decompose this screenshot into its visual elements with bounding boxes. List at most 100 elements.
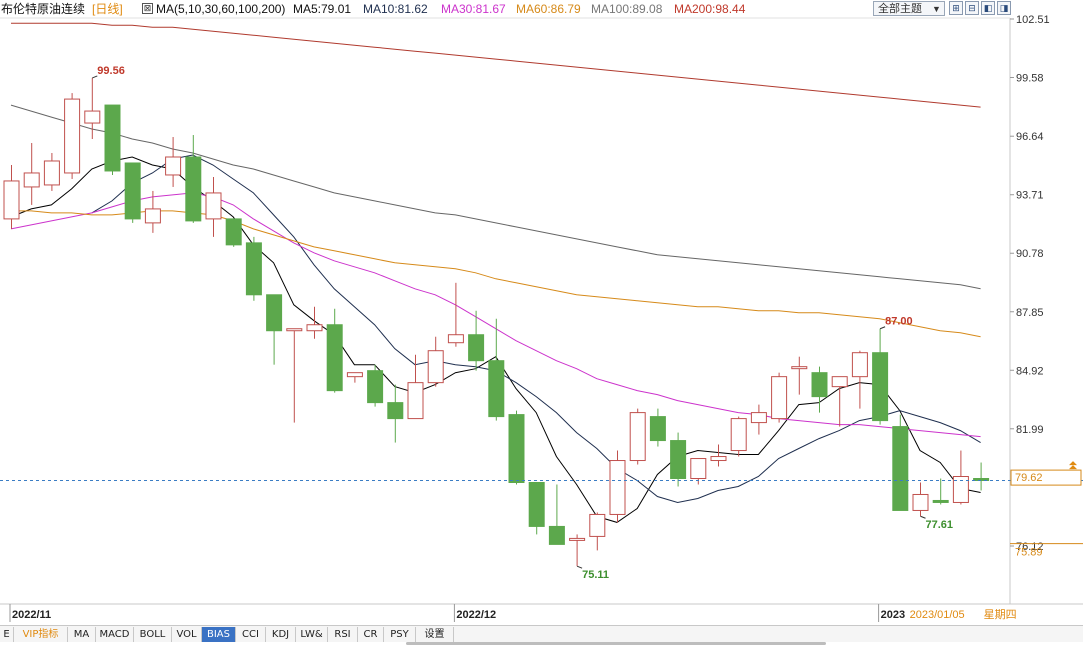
candle — [205, 176, 222, 237]
candle-body — [710, 456, 727, 462]
extreme-label: 87.00 — [885, 316, 913, 328]
zoom-out-icon[interactable]: ⊟ — [965, 1, 979, 15]
tab-13[interactable]: 设置 — [416, 627, 454, 642]
extreme-label: 99.56 — [97, 65, 125, 77]
crosshair-weekday: 星期四 — [984, 608, 1017, 621]
candle — [831, 376, 848, 427]
candle-body — [791, 366, 808, 370]
candle-body — [407, 382, 424, 420]
candle — [387, 384, 404, 443]
next-icon[interactable]: ◨ — [997, 1, 1011, 15]
candle — [326, 308, 343, 393]
candle-body — [144, 208, 161, 224]
prev-icon[interactable]: ◧ — [981, 1, 995, 15]
price-tick-label: 84.92 — [1016, 365, 1044, 377]
candle — [811, 366, 828, 413]
theme-label: 全部主题 — [878, 3, 922, 15]
theme-dropdown-button[interactable]: 全部主题 ▼ — [873, 1, 945, 16]
tab-6[interactable]: BIAS — [202, 627, 236, 642]
candle — [750, 404, 767, 435]
candle — [670, 432, 687, 487]
candle — [609, 450, 626, 523]
candle — [165, 137, 182, 187]
extreme-marker — [92, 75, 98, 79]
tab-0[interactable]: E — [0, 627, 14, 642]
candle-body — [124, 162, 141, 220]
ma100-value: MA100:89.08 — [591, 2, 663, 16]
candle-body — [205, 192, 222, 220]
candle — [468, 310, 485, 371]
candle — [730, 416, 747, 457]
horizontal-scrollbar[interactable] — [406, 642, 826, 645]
price-tick-label: 90.78 — [1016, 248, 1044, 260]
axis-min-label: 75.89 — [1015, 547, 1043, 559]
candle-body — [387, 402, 404, 420]
candle — [791, 356, 808, 395]
ma10-value: MA10:81.62 — [363, 2, 428, 16]
ma200-value: MA200:98.44 — [674, 2, 746, 16]
tab-7[interactable]: CCI — [236, 627, 266, 642]
candle-body — [670, 440, 687, 480]
price-tick-label: 96.64 — [1016, 131, 1044, 143]
candle — [488, 318, 505, 421]
candle-body — [3, 180, 20, 220]
price-tick-label: 99.58 — [1016, 73, 1044, 85]
candle-body — [84, 110, 101, 124]
ma-line-ma60 — [11, 210, 981, 338]
candle — [266, 294, 283, 365]
candle-body — [447, 334, 464, 344]
price-tick-label: 81.99 — [1016, 424, 1044, 436]
candle-body — [872, 352, 889, 422]
candle — [407, 354, 424, 420]
candle-body — [973, 478, 990, 481]
chevron-down-icon: ▼ — [932, 4, 941, 14]
tab-11[interactable]: CR — [358, 627, 384, 642]
candle — [3, 164, 20, 229]
price-tick-label: 93.71 — [1016, 190, 1044, 202]
candle-body — [851, 352, 868, 378]
candle-body — [629, 412, 646, 462]
price-tick-label: 87.85 — [1016, 307, 1044, 319]
ma5-value: MA5:79.01 — [293, 2, 352, 16]
tab-1[interactable]: VIP指标 — [14, 627, 68, 642]
indicator-tab-bar: E VIP指标 MA MACD BOLL VOL BIAS CCI KDJ LW& RSI CR PSY… — [0, 625, 1083, 642]
tab-5[interactable]: VOL — [172, 627, 202, 642]
candle-body — [528, 481, 545, 527]
tab-2[interactable]: MA — [68, 627, 96, 642]
candle — [84, 77, 101, 140]
candle — [710, 444, 727, 467]
tab-10[interactable]: RSI — [328, 627, 358, 642]
tab-8[interactable]: KDJ — [266, 627, 296, 642]
candle — [64, 93, 81, 179]
date-label: 2022/11 — [12, 609, 51, 621]
ma60-value: MA60:86.79 — [516, 2, 581, 16]
candle-body — [811, 372, 828, 398]
candlestick-chart[interactable]: 99.56 75.11 87.00 77.61 102.51 99.58 96.64 93.7… — [0, 0, 1083, 625]
candle-body — [245, 242, 262, 296]
period-label[interactable]: [日线] — [92, 2, 123, 16]
candle — [589, 512, 606, 551]
candle — [912, 482, 929, 517]
candle — [286, 328, 303, 423]
scroll-up-icon — [1069, 461, 1077, 470]
candle — [306, 306, 323, 339]
tab-4[interactable]: BOLL — [134, 627, 172, 642]
zoom-in-icon[interactable]: ⊞ — [949, 1, 963, 15]
tab-3[interactable]: MACD — [96, 627, 134, 642]
extreme-label: 75.11 — [582, 569, 609, 581]
candle — [771, 372, 788, 423]
tab-12[interactable]: PSY — [384, 627, 416, 642]
tab-9[interactable]: LW& — [296, 627, 328, 642]
candle — [851, 350, 868, 409]
candle-body — [508, 414, 525, 483]
candle-body — [23, 172, 40, 188]
candle-body — [225, 218, 242, 246]
candle — [104, 104, 121, 175]
ma-line-ma10 — [91, 154, 981, 504]
candle-body — [326, 324, 343, 392]
extreme-label: 77.61 — [926, 519, 954, 531]
candle — [973, 462, 990, 491]
extreme-marker — [576, 565, 583, 569]
candle — [690, 458, 707, 485]
ma-toggle-icon[interactable]: ⊠ — [142, 3, 153, 14]
